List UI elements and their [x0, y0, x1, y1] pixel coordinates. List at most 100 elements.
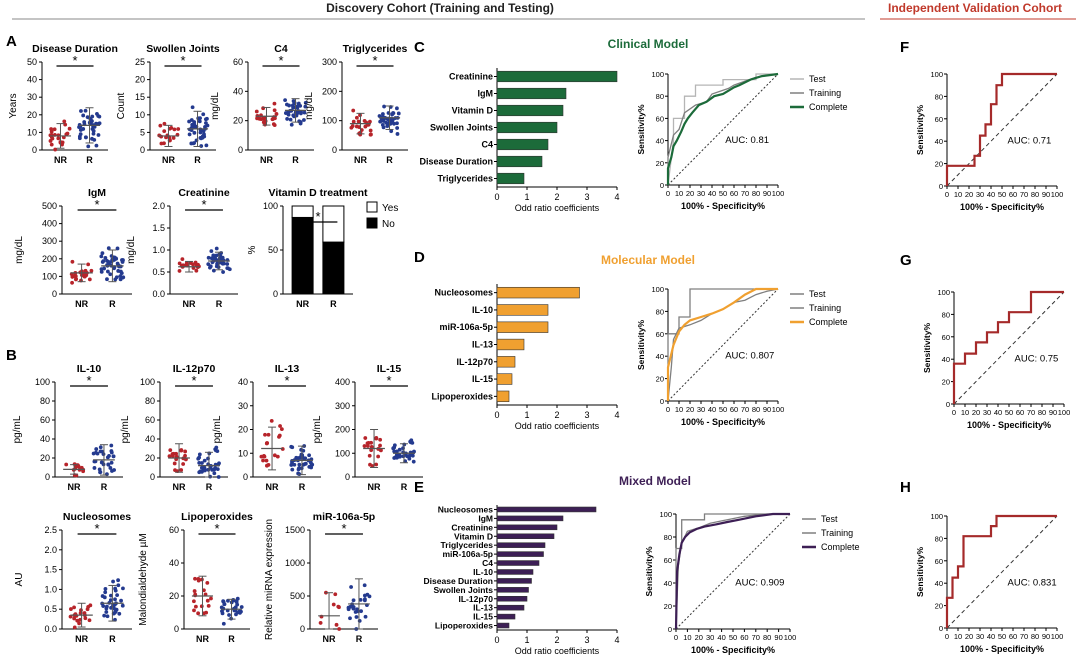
x-tick-label: 90 — [1049, 408, 1057, 417]
y-tick-label: 50 — [27, 57, 37, 67]
y-tick-label: 0 — [300, 624, 305, 634]
data-point — [200, 134, 205, 139]
data-point — [410, 440, 415, 445]
data-point — [181, 462, 186, 466]
y-category-label: IL-15 — [473, 612, 493, 622]
data-point — [278, 424, 282, 428]
x-tick-label: 40 — [708, 189, 716, 198]
y-tick-label: 40 — [935, 137, 943, 146]
model-title: Molecular Model — [601, 253, 695, 267]
x-tick-label: 0 — [945, 190, 949, 199]
x-tick-label: 30 — [706, 633, 714, 642]
y-tick-label: 2.0 — [44, 545, 57, 555]
x-tick-label: 0 — [494, 410, 499, 420]
legend-label: Complete — [809, 317, 848, 327]
x-tick-label: 100 — [1058, 408, 1071, 417]
data-point — [287, 103, 291, 108]
data-point — [275, 454, 280, 459]
data-point — [62, 119, 67, 124]
y-category-label: Vitamin D — [454, 531, 493, 541]
y-category-label: miR-106a-5p — [442, 549, 493, 559]
y-tick-label: 40 — [942, 355, 950, 364]
data-point — [159, 134, 164, 139]
x-tick-label: 2 — [554, 410, 559, 420]
x-category-label: NR — [183, 299, 196, 309]
data-point — [374, 462, 379, 467]
data-point — [296, 103, 301, 108]
odds-bar — [496, 515, 564, 522]
data-point — [283, 111, 288, 115]
data-point — [279, 427, 284, 431]
x-tick-label: 20 — [965, 190, 973, 199]
data-point — [381, 125, 386, 130]
data-point — [206, 604, 211, 608]
data-point — [158, 123, 163, 128]
data-point — [211, 253, 216, 258]
significance-star: * — [278, 53, 283, 68]
data-point — [99, 449, 104, 454]
chance-line — [946, 73, 1058, 187]
odds-bar — [496, 613, 516, 620]
data-point — [208, 465, 213, 470]
data-point — [395, 455, 399, 460]
significance-star: * — [201, 197, 206, 212]
y-tick-label: 40 — [656, 137, 664, 146]
y-tick-label: 0 — [52, 289, 57, 299]
y-axis-label: Sensitivity% — [922, 323, 932, 374]
panel-letter-c: C — [414, 39, 425, 56]
x-axis-label: Odd ratio coefficients — [515, 646, 600, 656]
x-tick-label: 30 — [983, 408, 991, 417]
data-point — [116, 583, 121, 588]
x-tick-label: 20 — [965, 632, 973, 641]
data-point — [117, 611, 122, 616]
data-point — [183, 449, 188, 454]
x-category-label: R — [109, 634, 116, 644]
data-point — [205, 598, 210, 603]
data-point — [172, 127, 177, 132]
data-point — [176, 127, 181, 131]
data-point — [114, 256, 119, 261]
data-point — [98, 470, 103, 475]
y-tick-label: 0 — [332, 145, 337, 155]
y-axis-label: mg/dL — [210, 92, 221, 120]
y-tick-label: 100 — [322, 116, 337, 126]
chance-line — [953, 291, 1065, 405]
model-title: Clinical Model — [608, 37, 689, 51]
y-tick-label: 60 — [942, 333, 950, 342]
data-point — [193, 604, 198, 609]
y-axis-label: Count — [116, 92, 127, 119]
data-point — [234, 612, 238, 617]
data-point — [114, 275, 119, 280]
significance-star: * — [214, 521, 219, 536]
bar-no — [291, 216, 314, 295]
data-point — [271, 116, 275, 121]
odds-bar — [496, 304, 549, 316]
x-category-label: R — [299, 482, 306, 492]
x-tick-label: 40 — [708, 405, 716, 414]
panel-letter-g: G — [900, 252, 912, 269]
auc-label: AUC: 0.909 — [735, 577, 784, 588]
odds-bar — [496, 533, 555, 540]
data-point — [368, 119, 372, 124]
data-point — [265, 463, 269, 468]
y-tick-label: 80 — [656, 92, 664, 101]
x-tick-label: 50 — [998, 190, 1006, 199]
x-category-label: R — [330, 299, 337, 309]
odds-bar — [496, 506, 597, 513]
y-category-label: Lipoperoxides — [431, 391, 493, 401]
x-tick-label: 0 — [494, 192, 499, 202]
legend-label: Test — [809, 74, 826, 84]
data-point — [179, 468, 184, 472]
data-point — [261, 458, 265, 463]
data-point — [351, 598, 356, 603]
chart-title: Triglycerides — [343, 43, 408, 55]
data-point — [396, 111, 401, 116]
auc-label: AUC: 0.75 — [1015, 353, 1059, 364]
y-tick-label: 40 — [40, 434, 50, 444]
data-point — [167, 454, 172, 459]
y-tick-label: 10 — [27, 127, 37, 137]
data-point — [103, 256, 108, 260]
x-tick-label: 80 — [763, 633, 771, 642]
